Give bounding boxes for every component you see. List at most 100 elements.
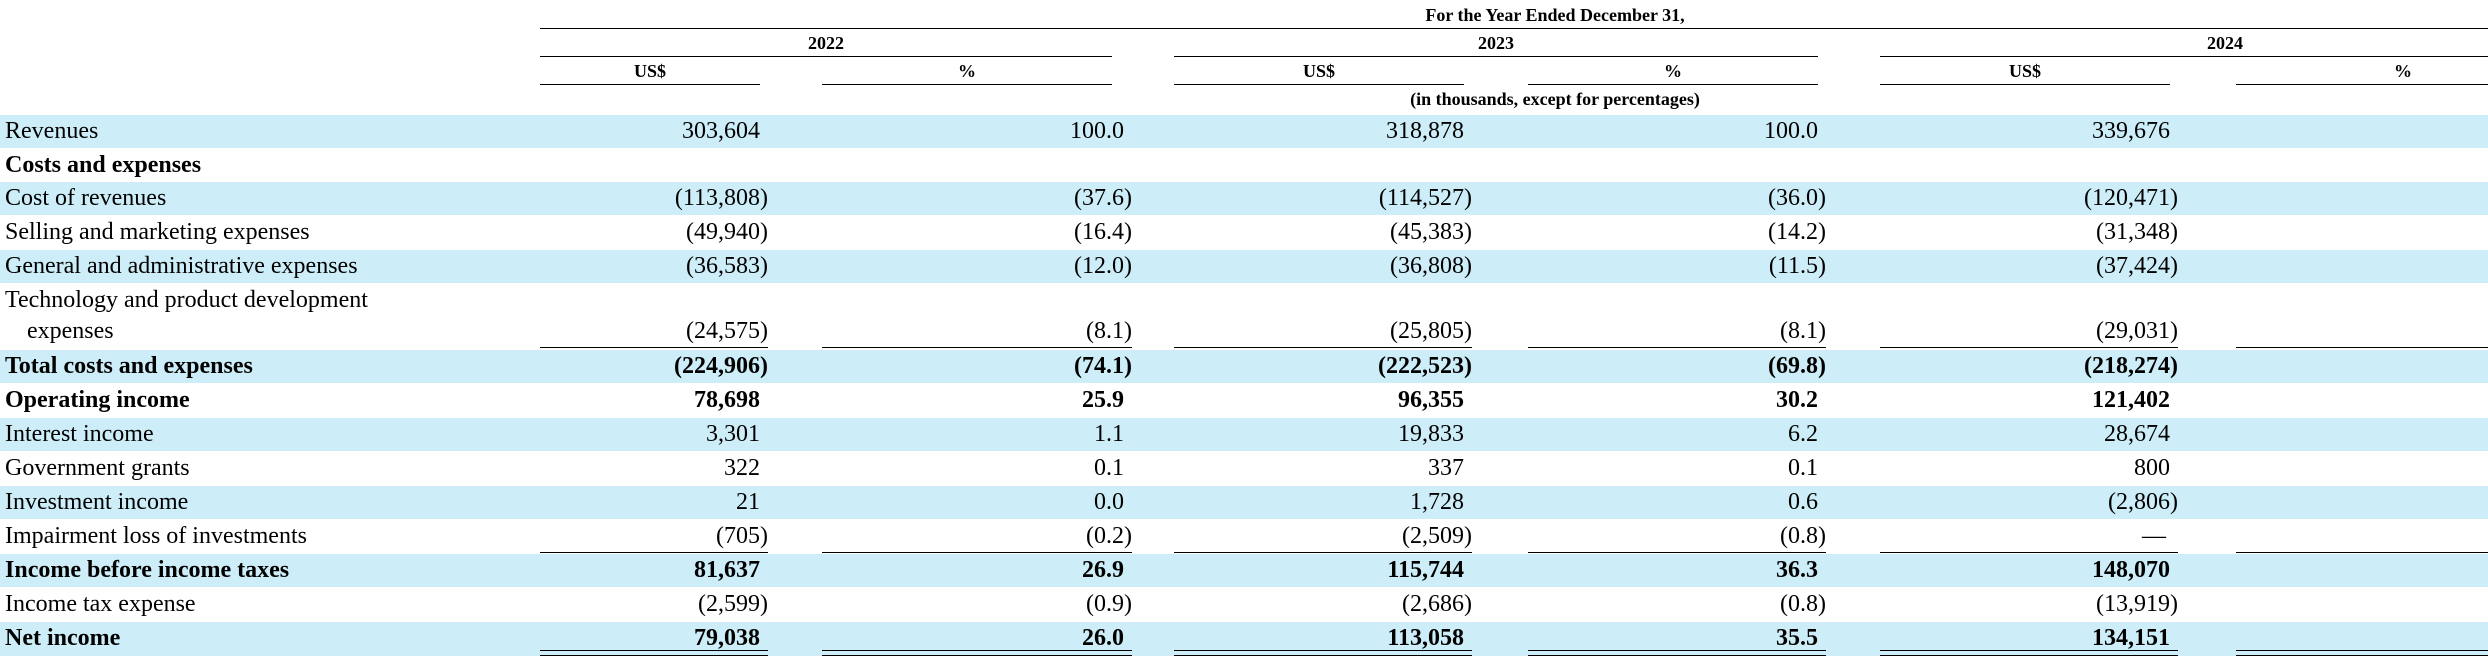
col-rule-usd-2024 bbox=[1880, 84, 2170, 85]
subtotal-rule bbox=[822, 347, 1132, 348]
value-cell: (36,583) bbox=[686, 253, 768, 279]
row-label: Total costs and expenses bbox=[5, 353, 253, 379]
row-label: Selling and marketing expenses bbox=[5, 219, 310, 245]
table-row: Government grants 322 0.1 337 0.1 800 0.2 bbox=[0, 452, 2488, 485]
subtotal-rule bbox=[1880, 347, 2178, 348]
col-header-usd-2024: US$ bbox=[2008, 61, 2041, 81]
table-row: Interest income 3,301 1.1 19,833 6.2 28,674 8.… bbox=[0, 418, 2488, 451]
value-cell: (8.1) bbox=[1780, 318, 1826, 344]
col-rule-pct-2023 bbox=[1528, 84, 1818, 85]
row-label: Net income bbox=[5, 625, 121, 651]
value-cell: 28,674 bbox=[2104, 421, 2170, 447]
row-label: Investment income bbox=[5, 489, 189, 515]
subtotal-rule bbox=[2236, 347, 2488, 348]
value-cell: (14.2) bbox=[1768, 219, 1826, 245]
value-cell: 6.2 bbox=[1788, 421, 1818, 447]
value-cell: 0.1 bbox=[1788, 455, 1818, 481]
year-header-2024: 2024 bbox=[2207, 33, 2243, 53]
value-cell: 26.0 bbox=[1082, 625, 1124, 651]
row-label: Income before income taxes bbox=[5, 557, 290, 583]
value-cell: (29,031) bbox=[2096, 318, 2178, 344]
value-cell: (2,599) bbox=[698, 591, 768, 617]
value-cell: 148,070 bbox=[2092, 557, 2170, 583]
row-label: Income tax expense bbox=[5, 591, 196, 617]
units-note: (in thousands, except for percentages) bbox=[1410, 89, 1700, 109]
table-row: General and administrative expenses (36,5… bbox=[0, 250, 2488, 283]
subtotal-rule bbox=[1174, 552, 1472, 553]
value-cell: (64.3) bbox=[2310, 351, 2488, 381]
row-label: Technology and product development bbox=[5, 287, 368, 313]
value-cell: 43.6 bbox=[2302, 555, 2488, 585]
value-cell: 36.3 bbox=[1776, 557, 1818, 583]
value-cell: 134,151 bbox=[2092, 625, 2170, 651]
total-double-rule bbox=[540, 650, 768, 656]
row-label: Operating income bbox=[5, 387, 190, 413]
total-double-rule bbox=[2236, 650, 2488, 656]
total-double-rule bbox=[1880, 650, 2178, 656]
value-cell: (45,383) bbox=[1390, 219, 1472, 245]
value-cell: (49,940) bbox=[686, 219, 768, 245]
total-double-rule bbox=[822, 650, 1132, 656]
period-title: For the Year Ended December 31, bbox=[1425, 5, 1685, 25]
col-header-pct-2023: % bbox=[1664, 61, 1682, 81]
value-cell: 21 bbox=[736, 489, 760, 515]
table-row: Impairment loss of investments (705) (0.2)… bbox=[0, 520, 2488, 553]
row-label-continuation: expenses bbox=[27, 318, 114, 344]
value-cell: 100.0 bbox=[1764, 118, 1818, 144]
col-rule-pct-2022 bbox=[822, 84, 1112, 85]
table-row: Revenues 303,604 100.0 318,878 100.0 339,676 1… bbox=[0, 115, 2488, 148]
value-cell: 1,728 bbox=[1410, 489, 1464, 515]
value-cell: — bbox=[2142, 523, 2166, 549]
value-cell: 79,038 bbox=[694, 625, 760, 651]
value-cell: 35.5 bbox=[1776, 625, 1818, 651]
table-row: Operating income 78,698 25.9 96,355 30.2 121,… bbox=[0, 384, 2488, 417]
value-cell: 100.0 bbox=[1070, 118, 1124, 144]
value-cell: (0.7) bbox=[2310, 487, 2488, 517]
value-cell: 26.9 bbox=[1082, 557, 1124, 583]
year-rule-2023 bbox=[1174, 56, 1818, 57]
value-cell: (37,424) bbox=[2096, 253, 2178, 279]
value-cell: (9.2) bbox=[2310, 217, 2488, 247]
row-label: Costs and expenses bbox=[5, 152, 202, 178]
col-rule-usd-2023 bbox=[1174, 84, 1464, 85]
table-row: Cost of revenues (113,808) (37.6) (114,527)… bbox=[0, 182, 2488, 215]
value-cell: 78,698 bbox=[694, 387, 760, 413]
col-header-usd-2023: US$ bbox=[1302, 61, 1335, 81]
table-row: Income before income taxes 81,637 26.9 115,… bbox=[0, 554, 2488, 587]
row-label: Impairment loss of investments bbox=[5, 523, 307, 549]
value-cell: 30.2 bbox=[1776, 387, 1818, 413]
value-cell: 39.5 bbox=[2302, 623, 2488, 653]
value-cell: (8.5) bbox=[2310, 316, 2488, 346]
value-cell: (35.6) bbox=[2310, 183, 2488, 213]
subtotal-rule bbox=[2236, 552, 2488, 553]
year-rule-2024 bbox=[1880, 56, 2488, 57]
table-row: Total costs and expenses (224,906) (74.1) (… bbox=[0, 350, 2488, 383]
value-cell: (25,805) bbox=[1390, 318, 1472, 344]
value-cell: 318,878 bbox=[1386, 118, 1464, 144]
value-cell: (120,471) bbox=[2084, 185, 2178, 211]
value-cell: (12.0) bbox=[1074, 253, 1132, 279]
value-cell: 96,355 bbox=[1398, 387, 1464, 413]
value-cell: 0.6 bbox=[1788, 489, 1818, 515]
period-title-rule bbox=[540, 28, 2488, 29]
subtotal-rule bbox=[540, 347, 768, 348]
year-rule-2022 bbox=[540, 56, 1112, 57]
table-row: Costs and expenses bbox=[0, 149, 2488, 182]
value-cell: 0.1 bbox=[1094, 455, 1124, 481]
value-cell: (2,806) bbox=[2108, 489, 2178, 515]
col-rule-pct-2024 bbox=[2236, 84, 2488, 85]
value-cell: (2,509) bbox=[1402, 523, 1472, 549]
value-cell: (31,348) bbox=[2096, 219, 2178, 245]
row-label: Interest income bbox=[5, 421, 154, 447]
value-cell: 25.9 bbox=[1082, 387, 1124, 413]
table-row: Net income 79,038 26.0 113,058 35.5 134,151 39… bbox=[0, 622, 2488, 656]
value-cell: (13,919) bbox=[2096, 591, 2178, 617]
value-cell: (114,527) bbox=[1378, 185, 1472, 211]
table-row: Investment income 21 0.0 1,728 0.6 (2,806) (0.… bbox=[0, 486, 2488, 519]
value-cell: 115,744 bbox=[1387, 557, 1464, 583]
total-double-rule bbox=[1174, 650, 1472, 656]
value-cell: 322 bbox=[724, 455, 760, 481]
row-label: Government grants bbox=[5, 455, 190, 481]
value-cell: 1.1 bbox=[1094, 421, 1124, 447]
